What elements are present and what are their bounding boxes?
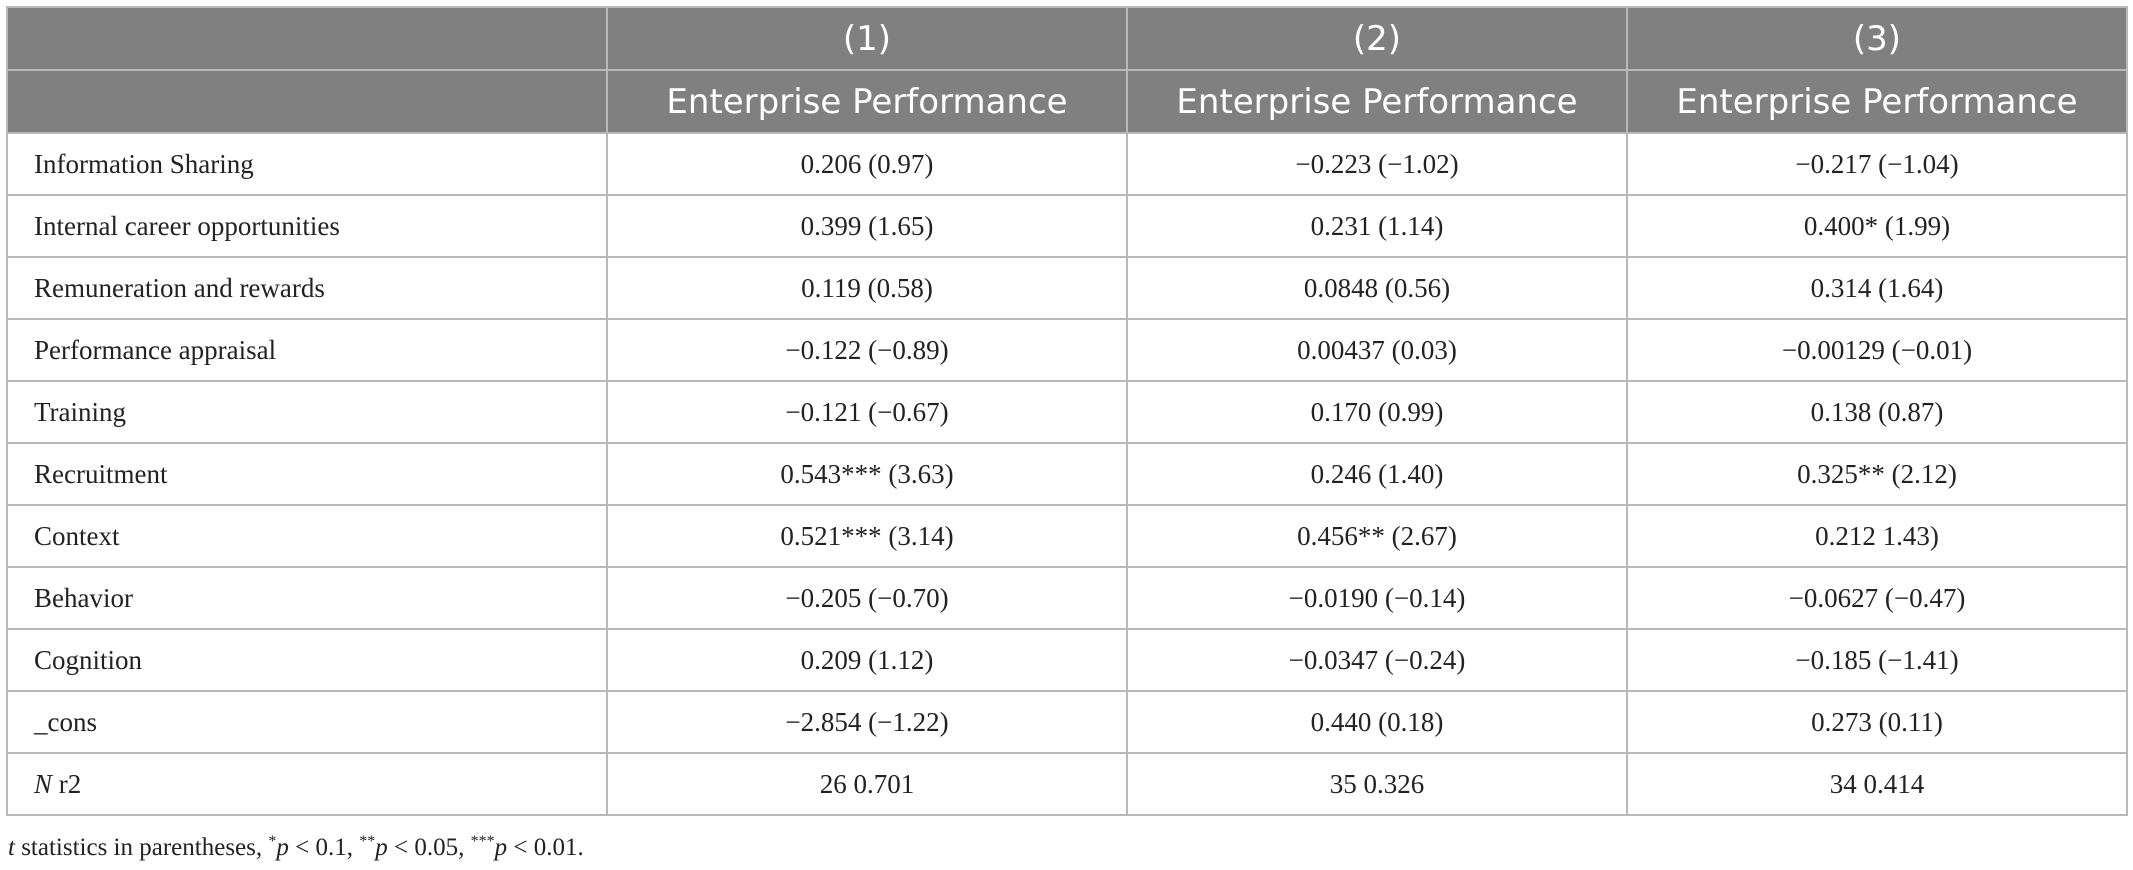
regression-table-container: (1) (2) (3) Enterprise Performance Enter… (6, 6, 2128, 816)
table-row: Information Sharing 0.206 (0.97) −0.223 … (6, 132, 2128, 196)
r2-label: r2 (52, 768, 82, 799)
table-cell: 34 0.414 (1626, 752, 2128, 816)
row-label: Cognition (6, 628, 608, 692)
header-col-3-title: Enterprise Performance (1626, 69, 2128, 134)
table-cell: −2.854 (−1.22) (606, 690, 1128, 754)
table-row: Remuneration and rewards 0.119 (0.58) 0.… (6, 256, 2128, 320)
table-cell: 0.231 (1.14) (1126, 194, 1628, 258)
footnote-t: t (8, 834, 15, 861)
table-cell: 0.440 (0.18) (1126, 690, 1628, 754)
table-cell: 0.00437 (0.03) (1126, 318, 1628, 382)
row-label: _cons (6, 690, 608, 754)
footnote-star-2: ** (359, 833, 376, 850)
table-row: Context 0.521*** (3.14) 0.456** (2.67) 0… (6, 504, 2128, 568)
footnote-p-3: p (494, 834, 508, 861)
table-row: Training −0.121 (−0.67) 0.170 (0.99) 0.1… (6, 380, 2128, 444)
table-row: _cons −2.854 (−1.22) 0.440 (0.18) 0.273 … (6, 690, 2128, 754)
table-row: Behavior −0.205 (−0.70) −0.0190 (−0.14) … (6, 566, 2128, 630)
n-symbol: N (34, 768, 53, 799)
table-cell: 0.521*** (3.14) (606, 504, 1128, 568)
header-col-2-number: (2) (1126, 6, 1628, 71)
footnote-text-4: < 0.01. (507, 834, 584, 861)
row-label: Remuneration and rewards (6, 256, 608, 320)
table-cell: 0.206 (0.97) (606, 132, 1128, 196)
table-cell: 0.325** (2.12) (1626, 442, 2128, 506)
footnote-text-2: < 0.1, (288, 834, 360, 861)
table-row: Cognition 0.209 (1.12) −0.0347 (−0.24) −… (6, 628, 2128, 692)
header-corner-top (6, 6, 608, 71)
header-col-2-title: Enterprise Performance (1126, 69, 1628, 134)
header-row-titles: Enterprise Performance Enterprise Perfor… (6, 69, 2128, 134)
header-col-1-number: (1) (606, 6, 1128, 71)
table-row-n-r2: N r2 26 0.701 35 0.326 34 0.414 (6, 752, 2128, 816)
table-cell: 0.273 (0.11) (1626, 690, 2128, 754)
table-cell: 0.399 (1.65) (606, 194, 1128, 258)
header-col-1-title: Enterprise Performance (606, 69, 1128, 134)
table-cell: 0.314 (1.64) (1626, 256, 2128, 320)
footnote-star-1: * (268, 833, 277, 850)
row-label: Behavior (6, 566, 608, 630)
header-col-3-number: (3) (1626, 6, 2128, 71)
table-cell: −0.223 (−1.02) (1126, 132, 1628, 196)
table-cell: 0.246 (1.40) (1126, 442, 1628, 506)
table-cell: −0.122 (−0.89) (606, 318, 1128, 382)
row-label: Performance appraisal (6, 318, 608, 382)
table-body: Information Sharing 0.206 (0.97) −0.223 … (6, 132, 2128, 816)
table-cell: −0.0190 (−0.14) (1126, 566, 1628, 630)
row-label: Internal career opportunities (6, 194, 608, 258)
table-cell: 0.170 (0.99) (1126, 380, 1628, 444)
regression-results-table: (1) (2) (3) Enterprise Performance Enter… (6, 6, 2128, 816)
table-cell: 0.209 (1.12) (606, 628, 1128, 692)
footnote-star-3: *** (470, 833, 495, 850)
row-label-n-r2: N r2 (6, 752, 608, 816)
table-cell: 0.212 1.43) (1626, 504, 2128, 568)
table-row: Recruitment 0.543*** (3.63) 0.246 (1.40)… (6, 442, 2128, 506)
table-cell: 35 0.326 (1126, 752, 1628, 816)
row-label: Context (6, 504, 608, 568)
table-cell: 0.400* (1.99) (1626, 194, 2128, 258)
table-cell: 0.138 (0.87) (1626, 380, 2128, 444)
table-cell: 0.0848 (0.56) (1126, 256, 1628, 320)
table-row: Internal career opportunities 0.399 (1.6… (6, 194, 2128, 258)
table-cell: 0.119 (0.58) (606, 256, 1128, 320)
table-cell: 0.456** (2.67) (1126, 504, 1628, 568)
table-cell: 0.543*** (3.63) (606, 442, 1128, 506)
header-corner-bottom (6, 69, 608, 134)
table-cell: 26 0.701 (606, 752, 1128, 816)
table-cell: −0.0347 (−0.24) (1126, 628, 1628, 692)
table-cell: −0.0627 (−0.47) (1626, 566, 2128, 630)
table-cell: −0.205 (−0.70) (606, 566, 1128, 630)
table-cell: −0.217 (−1.04) (1626, 132, 2128, 196)
header-row-numbers: (1) (2) (3) (6, 6, 2128, 71)
row-label: Recruitment (6, 442, 608, 506)
row-label: Information Sharing (6, 132, 608, 196)
table-cell: −0.185 (−1.41) (1626, 628, 2128, 692)
table-cell: −0.121 (−0.67) (606, 380, 1128, 444)
table-row: Performance appraisal −0.122 (−0.89) 0.0… (6, 318, 2128, 382)
footnote-text-3: < 0.05, (387, 834, 471, 861)
table-cell: −0.00129 (−0.01) (1626, 318, 2128, 382)
footnote-p-2: p (375, 834, 388, 861)
footnote-p-1: p (276, 834, 289, 861)
footnote-text-1: statistics in parentheses, (14, 834, 269, 861)
table-header: (1) (2) (3) Enterprise Performance Enter… (6, 6, 2128, 134)
row-label: Training (6, 380, 608, 444)
table-footnote: t statistics in parentheses, *p < 0.1, *… (8, 834, 584, 862)
